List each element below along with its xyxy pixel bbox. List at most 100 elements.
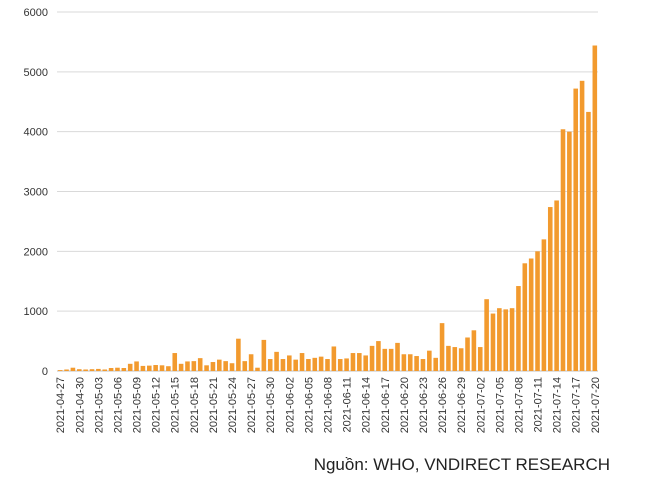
bar [382, 348, 388, 371]
bar [306, 359, 311, 371]
bar [509, 308, 515, 371]
bar [522, 263, 528, 371]
bar [261, 339, 267, 371]
bar [344, 358, 349, 371]
bar [76, 369, 82, 371]
bar [159, 365, 165, 371]
bar [140, 365, 146, 371]
bar [121, 368, 127, 371]
x-tick-label: 2021-07-02 [475, 377, 487, 433]
x-tick-label: 2021-06-11 [342, 377, 354, 432]
bar [166, 366, 171, 371]
bar [204, 365, 209, 371]
bar [586, 111, 591, 372]
x-tick-label: 2021-07-08 [513, 377, 525, 433]
x-tick-label: 2021-06-17 [380, 377, 392, 433]
bar [433, 357, 438, 371]
bar [592, 45, 598, 371]
bar [197, 358, 203, 371]
x-tick-label: 2021-05-06 [112, 377, 124, 433]
bar [267, 359, 273, 371]
bar [83, 369, 88, 371]
x-tick-label: 2021-07-05 [494, 377, 506, 433]
x-tick-label: 2021-05-03 [93, 377, 105, 433]
x-tick-label: 2021-05-18 [189, 377, 201, 433]
x-tick-label: 2021-04-30 [74, 377, 86, 433]
x-tick-label: 2021-05-21 [208, 377, 220, 433]
bar [191, 361, 197, 371]
bar [312, 357, 318, 371]
gridlines [57, 11, 598, 372]
x-tick-label: 2021-06-26 [437, 377, 449, 433]
bar [477, 347, 483, 371]
bar [369, 345, 375, 371]
bar [178, 363, 184, 371]
bar [350, 353, 356, 371]
bar [217, 359, 222, 371]
bar [427, 350, 432, 371]
bar [452, 347, 458, 371]
x-tick-label: 2021-06-23 [418, 377, 430, 433]
bar [274, 351, 279, 371]
x-tick-label: 2021-06-29 [456, 377, 468, 433]
y-axis-ticks: 0 1000 2000 3000 4000 5000 6000 [24, 7, 48, 378]
bar [115, 367, 120, 371]
y-tick-label: 1000 [24, 306, 48, 318]
x-tick-label: 2021-05-09 [132, 377, 144, 433]
bar [567, 131, 572, 371]
bar [484, 299, 489, 371]
bar [541, 239, 547, 371]
bar [528, 258, 534, 371]
bar [516, 286, 521, 371]
x-tick-label: 2021-07-20 [590, 377, 602, 433]
bar [293, 359, 298, 371]
bar [547, 207, 553, 371]
bar [465, 337, 470, 371]
source-note: Nguồn: WHO, VNDIRECT RESEARCH [313, 455, 610, 474]
bar [573, 88, 579, 371]
bar [236, 338, 241, 371]
bar [70, 367, 76, 371]
bar [357, 353, 362, 371]
bar [471, 330, 477, 371]
bar [420, 359, 426, 371]
x-tick-label: 2021-06-08 [323, 377, 335, 433]
bar [299, 353, 305, 371]
bar [331, 346, 337, 371]
x-axis-ticks: 2021-04-27 2021-04-30 2021-05-03 2021-05-06… [55, 377, 602, 433]
bar [490, 313, 496, 371]
bar [248, 354, 254, 371]
bar [395, 342, 400, 371]
bar [503, 309, 508, 371]
bar [242, 361, 248, 371]
x-tick-label: 2021-04-27 [55, 377, 67, 433]
y-tick-label: 2000 [24, 246, 48, 258]
bar [401, 354, 407, 371]
bar [579, 80, 585, 371]
bar [172, 353, 178, 371]
bar [64, 369, 69, 371]
x-tick-label: 2021-07-17 [571, 377, 583, 433]
bar [407, 354, 413, 371]
bar [287, 355, 292, 371]
x-tick-label: 2021-06-14 [361, 377, 373, 433]
bar [127, 363, 133, 371]
x-tick-label: 2021-06-02 [284, 377, 296, 433]
x-tick-label: 2021-05-15 [170, 377, 182, 433]
bar [363, 355, 368, 371]
bar [388, 348, 394, 371]
bar [376, 341, 381, 371]
bar [325, 359, 330, 371]
bar [497, 308, 502, 371]
x-tick-label: 2021-06-05 [303, 377, 315, 433]
bar [446, 345, 451, 371]
bar [89, 369, 95, 371]
bar [57, 370, 63, 371]
bar [223, 361, 228, 371]
x-tick-label: 2021-06-20 [399, 377, 411, 433]
bar [153, 365, 158, 371]
bar [535, 251, 540, 371]
bar [147, 365, 152, 371]
bar [458, 348, 464, 371]
bar [560, 129, 566, 371]
